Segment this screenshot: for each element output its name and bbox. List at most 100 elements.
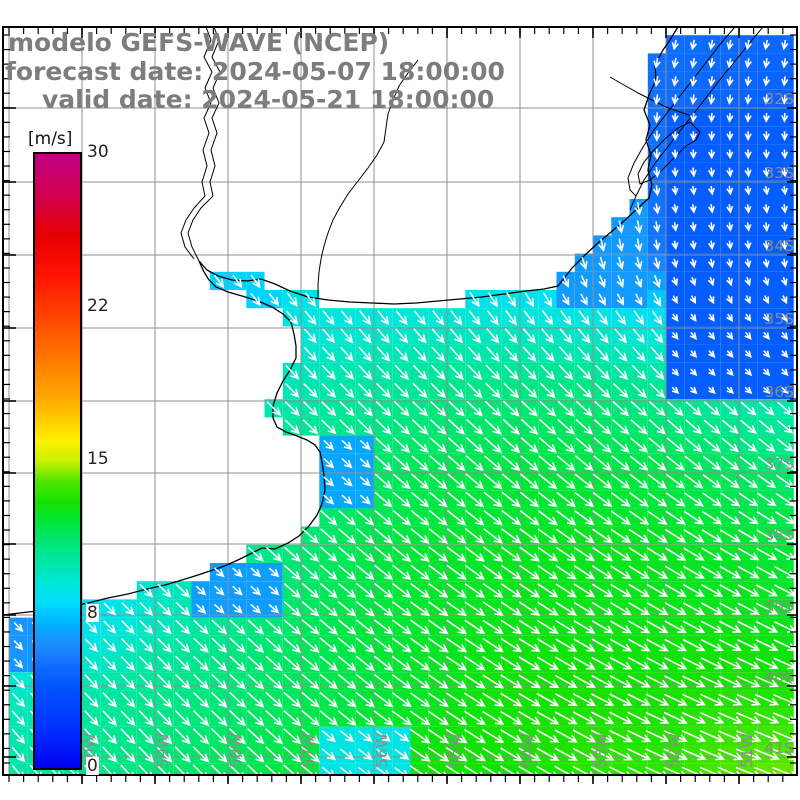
wind-arrow [340, 328, 354, 344]
wind-arrow [359, 310, 372, 326]
wind-arrow [682, 602, 706, 615]
wind-arrow [500, 583, 522, 598]
wind-arrow [629, 473, 649, 489]
wind-arrow [469, 291, 480, 308]
wind-arrow [84, 692, 99, 708]
wind-arrow [375, 419, 392, 435]
wind-arrow [738, 492, 759, 507]
wind-arrow [340, 346, 354, 362]
wind-arrow [737, 565, 760, 579]
wind-arrow [647, 455, 667, 471]
wind-arrow [671, 76, 679, 87]
wind-arrow [555, 528, 577, 544]
wind-arrow [520, 437, 539, 453]
wind-arrow [483, 509, 503, 526]
wind-arrow [247, 728, 265, 745]
wave-cell [392, 763, 411, 775]
wind-arrow [682, 620, 706, 634]
wind-arrow [612, 419, 630, 435]
wind-arrow [521, 382, 538, 399]
wind-arrow [464, 546, 485, 562]
wind-arrow [762, 295, 770, 305]
wind-arrow [616, 293, 625, 306]
wind-arrow [726, 386, 735, 394]
wave-cell [556, 763, 575, 775]
wind-arrow [762, 149, 770, 160]
wind-arrow [703, 437, 721, 453]
wind-arrow [268, 567, 280, 578]
wind-arrow [780, 185, 788, 196]
wind-arrow [120, 710, 136, 726]
wind-arrow [683, 547, 705, 561]
colorbar-tick-label: 15 [86, 449, 110, 469]
wind-arrow [247, 709, 265, 727]
wind-arrow [358, 346, 372, 362]
wind-arrow [756, 529, 778, 543]
wind-arrow [575, 437, 594, 453]
wind-arrow [374, 455, 393, 472]
wind-arrow [502, 437, 521, 453]
wave-cell [757, 763, 776, 775]
wind-arrow [410, 528, 430, 544]
wind-arrow [228, 728, 246, 745]
wind-arrow [409, 710, 431, 726]
wind-arrow [726, 276, 733, 287]
wind-arrow [689, 185, 697, 196]
wind-arrow [464, 674, 486, 689]
wind-arrow [448, 400, 465, 417]
wind-arrow [683, 510, 705, 525]
wind-arrow [726, 76, 734, 87]
wind-arrow [356, 546, 375, 563]
wave-cell [775, 763, 794, 775]
wind-arrow [572, 747, 597, 761]
wind-arrow [707, 276, 715, 287]
wind-arrow [665, 473, 686, 489]
wind-arrow [174, 746, 191, 763]
wind-arrow [634, 202, 643, 216]
wind-arrow [394, 748, 410, 760]
wind-arrow [323, 494, 335, 505]
wind-arrow [102, 746, 118, 763]
wind-arrow [410, 509, 430, 526]
wind-arrow [645, 656, 669, 670]
wind-arrow [482, 692, 505, 707]
wind-arrow [323, 476, 335, 487]
wind-arrow [755, 639, 779, 651]
wind-arrow [744, 222, 752, 232]
wind-arrow [718, 711, 743, 724]
wind-arrow [755, 657, 779, 670]
wind-arrow [265, 728, 283, 745]
wind-arrow [708, 149, 716, 160]
wind-arrow [449, 346, 464, 362]
wind-arrow [321, 766, 335, 775]
wind-arrow [701, 565, 724, 579]
wind-arrow [377, 310, 390, 326]
wind-arrow [464, 528, 485, 544]
wind-arrow [501, 546, 522, 562]
wind-arrow [719, 584, 742, 597]
wind-arrow [689, 295, 696, 305]
wind-arrow [392, 546, 412, 563]
wind-arrow [85, 620, 98, 634]
wind-arrow [744, 185, 752, 196]
wind-arrow [609, 711, 633, 724]
wind-arrow [501, 491, 521, 508]
wind-arrow [726, 167, 734, 178]
wind-arrow [503, 364, 519, 381]
wind-arrow [320, 510, 338, 526]
wind-arrow [591, 638, 614, 652]
wind-arrow [247, 546, 264, 562]
wind-arrow [301, 528, 319, 544]
wind-arrow [689, 131, 697, 142]
colorbar [33, 152, 82, 770]
wind-arrow [413, 310, 426, 326]
wind-arrow [210, 746, 228, 763]
wind-arrow [537, 510, 558, 526]
wind-arrow [121, 602, 135, 616]
wind-arrow [464, 601, 486, 616]
wind-arrow [774, 565, 797, 579]
wind-arrow [707, 295, 715, 305]
wind-arrow [394, 382, 410, 399]
wind-arrow [502, 418, 520, 435]
wind-arrow [717, 730, 744, 743]
